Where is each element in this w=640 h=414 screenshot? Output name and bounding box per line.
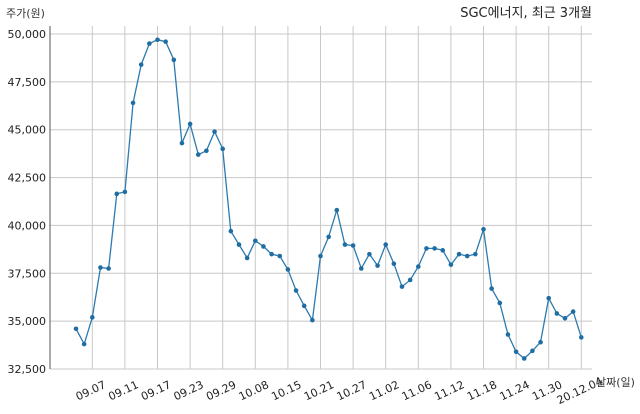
data-point [138,62,144,67]
x-tick-label: 11.18 [465,378,499,403]
data-point [147,41,152,46]
x-tick-label: 10.08 [237,378,271,403]
y-tick-label: 50,000 [8,28,47,41]
data-point [424,246,429,251]
data-point [326,234,331,240]
x-tick-label: 11.12 [432,378,466,403]
y-tick-label: 37,500 [8,267,47,280]
data-point [301,303,307,309]
data-point [236,242,242,247]
y-tick-label: 47,500 [8,76,47,89]
data-point [73,326,79,332]
data-point [448,262,454,267]
x-tick-label: 11.02 [367,378,401,403]
data-point [81,341,87,347]
y-tick-label: 42,500 [8,172,47,185]
data-point [269,251,274,257]
data-point [212,129,217,134]
x-tick-label: 09.11 [106,378,140,403]
data-point [318,253,323,259]
data-point [358,266,364,271]
data-point [187,121,193,127]
x-tick-label: 11.24 [498,378,532,403]
y-tick-label: 32,500 [8,363,47,376]
x-tick-label: 10.27 [335,378,369,403]
data-point [163,39,168,44]
data-point [122,189,128,195]
data-point [391,261,397,267]
data-point [367,251,372,257]
x-tick-label: 09.07 [74,378,108,403]
data-point [489,286,494,291]
data-point [277,253,283,259]
data-point [554,311,560,316]
data-point [399,284,405,289]
series [73,37,584,361]
x-tick-label: 10.21 [302,378,336,403]
x-tick-label: 10.15 [269,378,303,403]
x-tick-label: 09.17 [139,378,173,403]
data-point [285,267,291,272]
data-point [456,251,462,257]
data-point [481,226,486,232]
x-tick-label: 09.29 [204,378,238,403]
data-point [407,277,413,283]
data-point [538,339,543,345]
data-point [416,264,421,269]
data-point [155,37,160,43]
data-point [204,148,209,154]
data-point [383,242,389,247]
data-point [114,191,120,197]
data-point [464,253,470,259]
y-tick-label: 35,000 [8,315,47,328]
data-point [130,100,136,106]
data-point [253,238,258,244]
data-point [505,332,511,337]
data-point [432,246,437,251]
data-point [375,263,380,268]
data-point [350,243,356,248]
x-tick-label: 09.23 [172,378,206,403]
data-point [440,248,446,253]
data-point [90,315,95,320]
data-point [106,266,111,271]
data-point [521,356,527,361]
data-point [530,348,535,354]
data-point [98,265,103,270]
data-point [342,242,348,247]
data-point [171,57,177,63]
x-axis-label: 날짜(일) [596,375,635,389]
data-point [497,300,503,306]
data-point [310,317,315,323]
data-point [179,140,185,146]
y-tick-label: 40,000 [8,219,47,232]
data-point [195,152,201,157]
y-tick-labels: 32,500 35,000 37,500 40,000 42,500 45,000 47,5… [8,28,47,376]
x-tick-labels: 09.0709.1109.1709.2309.2910.0810.1510.21… [74,375,605,407]
x-tick-label: 11.06 [400,378,434,403]
data-point [244,255,250,261]
data-point [261,244,266,249]
data-point [579,335,584,340]
data-point [570,309,576,314]
data-point [562,315,568,321]
y-axis-label: 주가(원) [6,7,45,20]
data-point [546,295,551,301]
data-point [220,146,225,152]
chart-title: SGC에너지, 최근 3개월 [460,6,592,21]
data-point [334,207,340,213]
series-line [75,39,582,360]
data-point [513,349,519,355]
data-point [293,288,299,293]
data-point [228,228,234,234]
grid [50,26,592,370]
data-point [473,251,478,257]
y-tick-label: 45,000 [8,124,47,137]
